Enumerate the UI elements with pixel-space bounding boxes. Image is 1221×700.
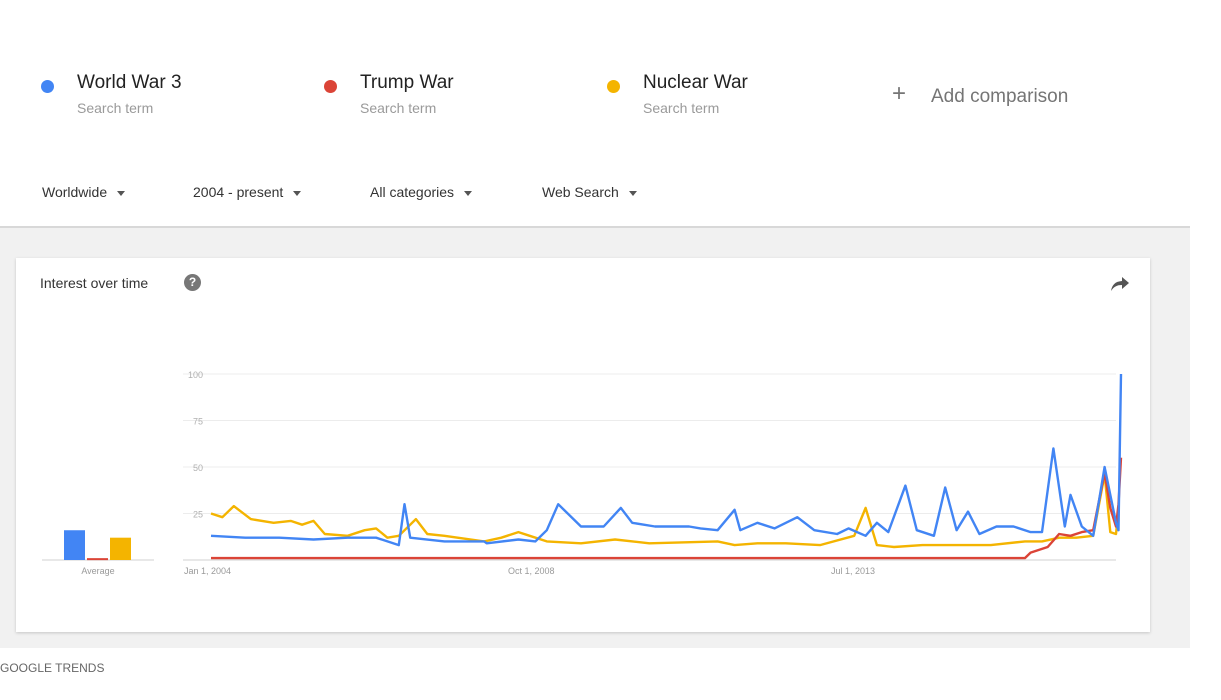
time-range-dropdown[interactable]: 2004 - present (193, 184, 302, 200)
time-range-value: 2004 - present (193, 184, 284, 200)
term-type: Search term (643, 100, 720, 116)
search-type-value: Web Search (542, 184, 619, 200)
term-name[interactable]: World War 3 (77, 72, 182, 93)
category-dropdown[interactable]: All categories (370, 184, 473, 200)
chevron-down-icon (628, 190, 637, 196)
term-name[interactable]: Nuclear War (643, 72, 748, 93)
x-tick-label: Jan 1, 2004 (184, 566, 231, 576)
term-name[interactable]: Trump War (360, 72, 454, 93)
chevron-down-icon (117, 190, 126, 196)
average-label: Average (81, 566, 114, 576)
interest-chart: 25 50 75 100 Jan 1, 2004 Oct 1, 2008 Jul 1, 20… (42, 370, 1123, 576)
chevron-down-icon (293, 190, 302, 196)
x-tick-label: Oct 1, 2008 (508, 566, 555, 576)
add-comparison-label: Add comparison (931, 86, 1069, 107)
y-tick-label: 100 (188, 370, 203, 380)
search-terms-bar: World War 3 Search term Trump War Search… (0, 0, 1190, 160)
search-type-dropdown[interactable]: Web Search (542, 184, 637, 200)
series-line (211, 457, 1123, 560)
average-bar (64, 530, 85, 560)
category-value: All categories (370, 184, 455, 200)
interest-over-time-card: Interest over time ? 25 50 75 100 Jan 1, 200… (16, 258, 1150, 632)
term-type: Search term (77, 100, 154, 116)
region-dropdown[interactable]: Worldwide (42, 184, 126, 200)
average-bar (110, 537, 131, 560)
x-tick-label: Jul 1, 2013 (831, 566, 875, 576)
y-tick-label: 25 (193, 510, 203, 520)
plus-icon: + (892, 80, 907, 107)
share-icon[interactable] (1109, 274, 1131, 294)
term-color-dot-yellow (607, 80, 620, 93)
card-title: Interest over time (40, 275, 149, 291)
average-bar (87, 558, 108, 561)
y-tick-label: 75 (193, 417, 203, 427)
filters-bar: Worldwide 2004 - present All categories … (0, 160, 1190, 228)
footer-source: GOOGLE TRENDS (0, 661, 105, 675)
region-value: Worldwide (42, 184, 108, 200)
help-icon[interactable]: ? (184, 274, 201, 291)
term-color-dot-blue (41, 80, 54, 93)
y-tick-label: 50 (193, 463, 203, 473)
term-type: Search term (360, 100, 437, 116)
series-line (210, 473, 1120, 549)
term-color-dot-red (324, 80, 337, 93)
series-line (210, 373, 1123, 547)
chevron-down-icon (464, 190, 473, 196)
